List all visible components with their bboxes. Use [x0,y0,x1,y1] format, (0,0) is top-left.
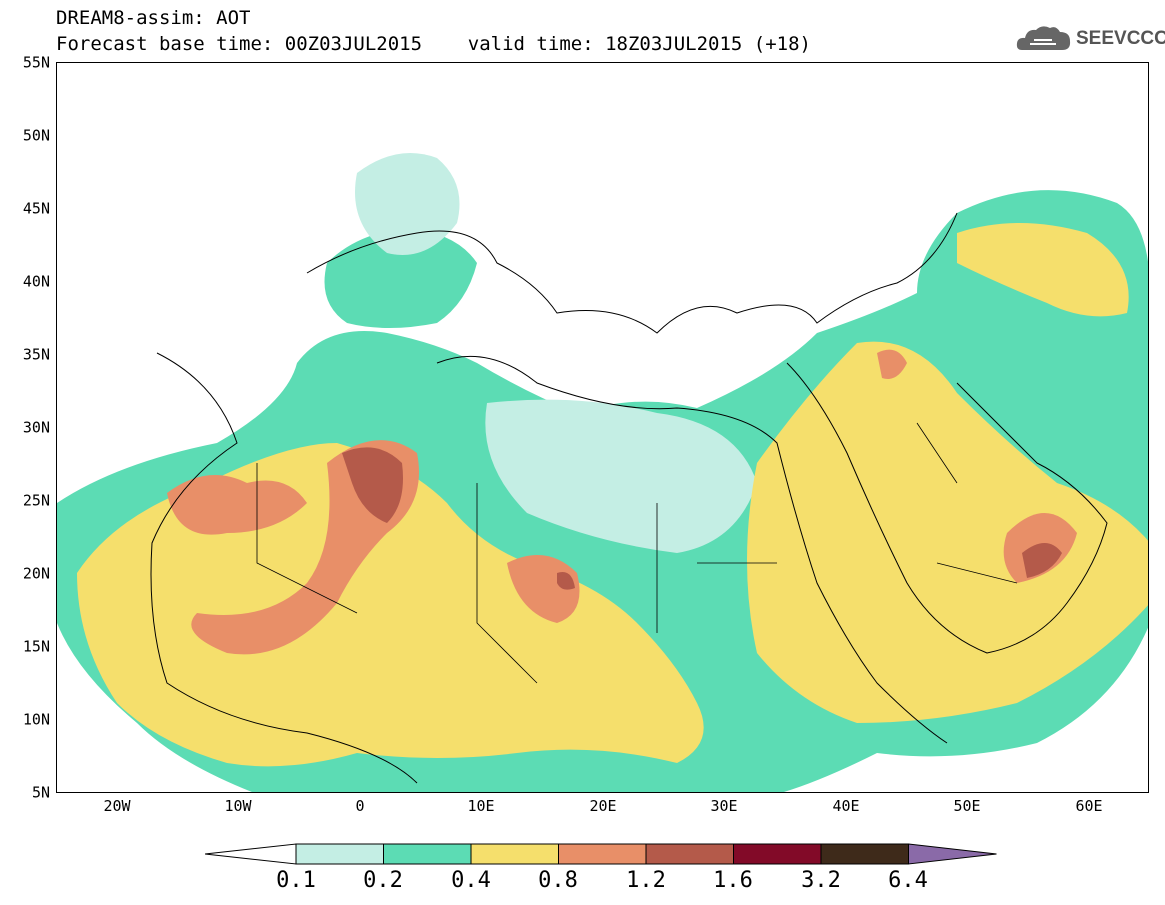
aot-region-orange-chad [507,555,580,623]
lon-label: 50E [953,797,981,815]
colorbar [205,843,997,865]
lat-label: 25N [22,491,50,510]
lon-label: 60E [1075,797,1103,815]
lat-label: 40N [22,272,50,291]
colorbar-arrow-high [908,843,997,865]
borders [256,422,1018,684]
seevccc-logo: SEEVCCC [1016,24,1165,54]
colorbar-label: 0.4 [451,868,491,893]
colorbar-segment [820,843,909,865]
lat-label: 15N [22,637,50,656]
colorbar-segment [558,843,647,865]
colorbar-segment [733,843,822,865]
coastline-africa [150,352,948,784]
colorbar-segment [645,843,734,865]
lat-label: 20N [22,564,50,583]
lat-label: 10N [22,710,50,729]
colorbar-label: 1.6 [713,868,753,893]
lat-label: 50N [22,126,50,145]
cloud-icon [1016,26,1071,50]
lon-label: 30E [710,797,738,815]
aot-region-darkred-algeria [342,447,403,523]
aot-region-yellow-arabia [747,341,1148,723]
colorbar-label: 3.2 [801,868,841,893]
colorbar-segment [470,843,559,865]
aot-region-darkred-chad [557,572,575,590]
lon-label: 20W [103,797,131,815]
aot-map [56,62,1149,793]
colorbar-segment [295,843,384,865]
aot-region-darkred-oman [1022,543,1062,578]
colorbar-label: 6.4 [888,868,928,893]
colorbar-label: 0.2 [363,868,403,893]
lat-label: 5N [31,783,50,802]
aot-region-green-alps [355,153,460,255]
colorbar-label: 0.1 [276,868,316,893]
colorbar-segment [383,843,472,865]
logo-text: SEEVCCC [1076,28,1165,49]
aot-region-yellow-caspian [957,223,1129,317]
colorbar-label: 1.2 [626,868,666,893]
lon-label: 20E [589,797,617,815]
lat-label: 45N [22,199,50,218]
aot-region-light-libya [485,399,757,553]
lon-label: 10W [224,797,252,815]
lat-label: 55N [22,53,50,72]
lon-label: 0 [355,797,365,815]
lat-label: 35N [22,345,50,364]
coastline-europe [306,212,958,334]
coastline-arabia [786,362,1108,654]
chart-title: DREAM8-assim: AOT [56,7,251,29]
aot-region-green-spain [324,228,477,328]
forecast-times: Forecast base time: 00Z03JUL2015 valid t… [56,33,811,55]
aot-region-orange-mauritania [167,475,307,535]
lon-label: 10E [467,797,495,815]
map-canvas [57,63,1148,792]
lat-label: 30N [22,418,50,437]
aot-region-orange-iraq [877,349,907,379]
colorbar-label: 0.8 [538,868,578,893]
lon-label: 40E [832,797,860,815]
colorbar-arrow-low [205,843,297,865]
